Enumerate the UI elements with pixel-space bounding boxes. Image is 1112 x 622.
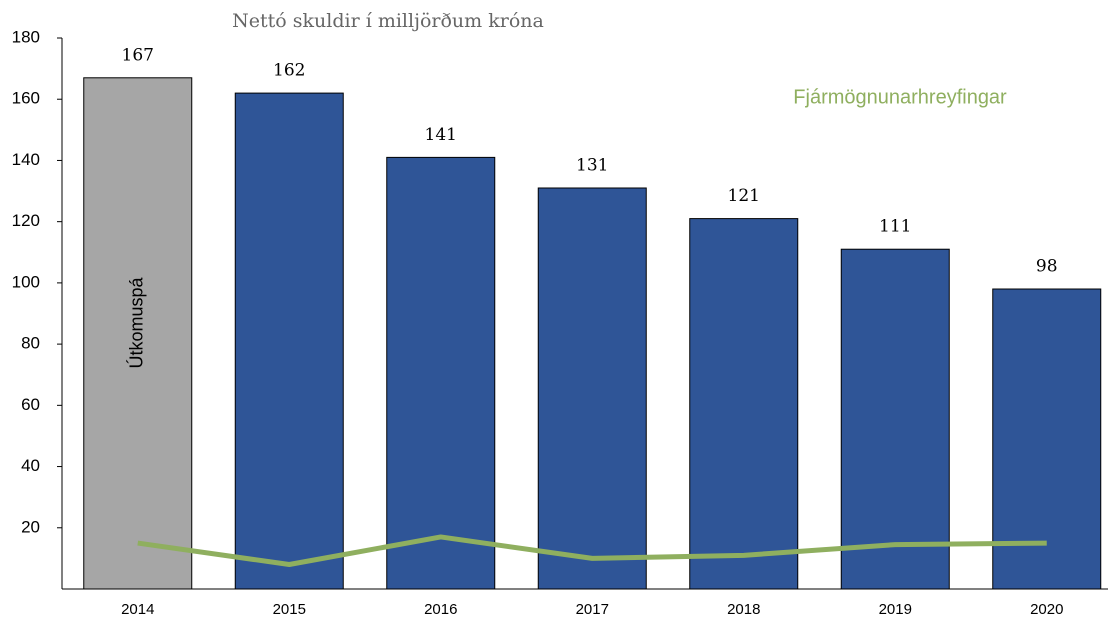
- y-tick-label: 120: [12, 211, 40, 230]
- bar: [386, 156, 496, 590]
- data-label: 167: [122, 45, 154, 65]
- line: [137, 534, 1047, 568]
- bar: [234, 92, 344, 590]
- y-tick-label: 40: [21, 456, 40, 475]
- bar: [992, 288, 1102, 590]
- bar: [840, 248, 950, 590]
- y-tick-label: 80: [21, 334, 40, 353]
- legend-label: Fjármögnunarhreyfingar: [793, 86, 1007, 108]
- x-tick-label: 2016: [424, 601, 457, 618]
- data-label: 111: [879, 217, 911, 237]
- bar: [83, 77, 193, 590]
- annotation: Útkomuspá: [126, 276, 147, 368]
- bar: [689, 218, 799, 590]
- y-tick-label: 140: [12, 150, 40, 169]
- x-tick-label: 2014: [121, 601, 154, 618]
- x-tick-label: 2015: [273, 601, 306, 618]
- y-tick-label: 160: [12, 89, 40, 108]
- y-tick-label: 20: [21, 517, 40, 536]
- data-label: 162: [273, 61, 305, 81]
- x-tick-label: 2018: [727, 601, 760, 618]
- bar: [537, 187, 647, 590]
- y-tick-label: 180: [12, 27, 40, 46]
- data-label: 141: [425, 125, 457, 145]
- y-tick-label: 100: [12, 272, 40, 291]
- x-tick-label: 2019: [879, 601, 912, 618]
- x-tick-label: 2017: [576, 601, 609, 618]
- x-tick-label: 2020: [1030, 601, 1063, 618]
- chart-title: Nettó skuldir í milljörðum króna: [232, 10, 544, 32]
- data-label: 98: [1036, 257, 1058, 277]
- data-label: 131: [576, 155, 608, 175]
- data-label: 121: [728, 186, 760, 206]
- y-tick-label: 60: [21, 395, 40, 414]
